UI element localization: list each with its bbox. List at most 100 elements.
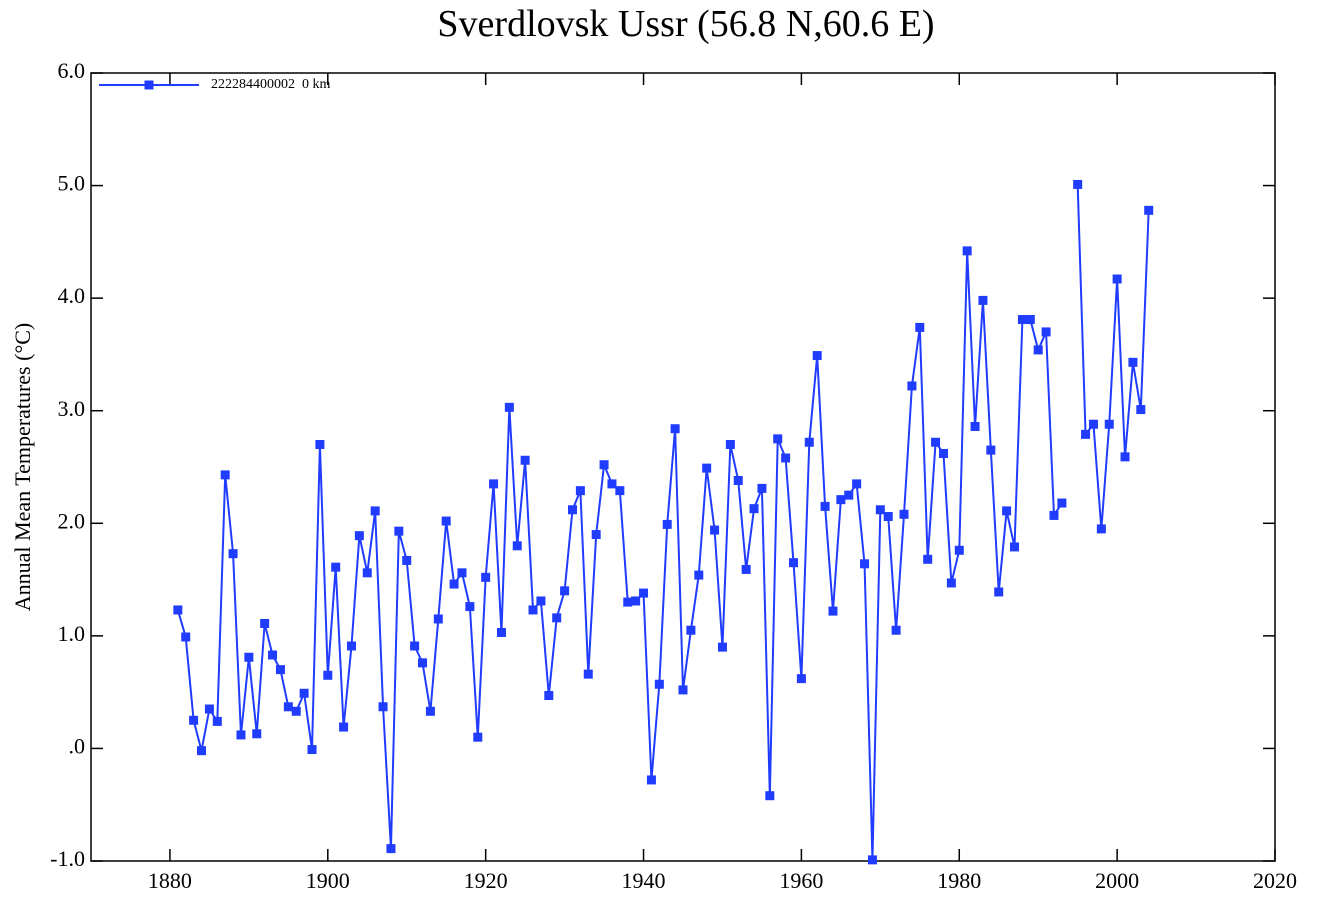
data-point (204, 704, 214, 714)
data-point (670, 424, 680, 434)
data-point (654, 679, 664, 689)
data-point (781, 453, 791, 463)
data-point (710, 525, 720, 535)
data-point (907, 381, 917, 391)
x-tick-label: 1900 (306, 868, 350, 893)
data-point (1041, 327, 1051, 337)
data-point (481, 572, 491, 582)
data-point (457, 568, 467, 578)
data-point (860, 559, 870, 569)
data-point (552, 613, 562, 623)
y-tick-label: .0 (69, 733, 86, 758)
data-point (275, 665, 285, 675)
data-point (583, 669, 593, 679)
data-point (212, 716, 222, 726)
data-point (228, 549, 238, 559)
data-point (1025, 315, 1035, 325)
data-point (741, 564, 751, 574)
legend-marker (144, 80, 154, 90)
data-point (268, 650, 278, 660)
data-point (449, 579, 459, 589)
data-point (702, 463, 712, 473)
y-tick-label: 6.0 (58, 58, 86, 83)
chart-title: Sverdlovsk Ussr (56.8 N,60.6 E) (437, 3, 934, 45)
data-point (899, 509, 909, 519)
data-point (1104, 419, 1114, 429)
data-point (567, 505, 577, 515)
data-point (828, 606, 838, 616)
data-point (362, 568, 372, 578)
data-point (433, 614, 443, 624)
data-point (283, 702, 293, 712)
x-tick-label: 1960 (779, 868, 823, 893)
data-point (820, 501, 830, 511)
data-point (410, 641, 420, 651)
data-point (994, 587, 1004, 597)
data-point (694, 570, 704, 580)
data-point (796, 674, 806, 684)
data-point (733, 476, 743, 486)
data-point (544, 691, 554, 701)
data-point (291, 706, 301, 716)
data-point (386, 844, 396, 854)
data-point (615, 486, 625, 496)
y-tick-label: 3.0 (58, 396, 86, 421)
data-point (1010, 542, 1020, 552)
data-point (528, 605, 538, 615)
data-point (441, 516, 451, 526)
data-point (844, 490, 854, 500)
data-point (836, 495, 846, 505)
x-tick-label: 1940 (622, 868, 666, 893)
y-tick-label: 5.0 (58, 171, 86, 196)
data-point (173, 605, 183, 615)
data-point (370, 506, 380, 516)
data-point (1136, 405, 1146, 415)
data-point (915, 322, 925, 332)
data-point (686, 625, 696, 635)
data-point (339, 722, 349, 732)
data-point (394, 526, 404, 536)
legend-label: 222284400002 0 km (211, 77, 331, 92)
data-point (812, 351, 822, 361)
data-point (512, 541, 522, 551)
data-point (1120, 452, 1130, 462)
data-point (986, 445, 996, 455)
data-point (346, 641, 356, 651)
x-tick-label: 2000 (1095, 868, 1139, 893)
data-point (220, 470, 230, 480)
data-point (757, 483, 767, 493)
data-point (1057, 498, 1067, 508)
data-point (1144, 205, 1154, 215)
data-point (181, 632, 191, 642)
data-point (465, 602, 475, 612)
data-point (299, 688, 309, 698)
x-tick-label: 2020 (1253, 868, 1297, 893)
x-tick-label: 1880 (148, 868, 192, 893)
y-tick-label: -1.0 (50, 846, 85, 871)
data-point (639, 588, 649, 598)
data-point (773, 434, 783, 444)
data-point (599, 460, 609, 470)
data-point (1073, 179, 1083, 189)
data-point (749, 504, 759, 514)
data-point (323, 670, 333, 680)
data-point (875, 505, 885, 515)
data-point (473, 732, 483, 742)
data-point (1096, 524, 1106, 534)
data-point (489, 479, 499, 489)
data-point (631, 596, 641, 606)
data-point (418, 658, 428, 668)
data-point (402, 555, 412, 565)
data-point (970, 421, 980, 431)
data-point (1128, 357, 1138, 367)
data-point (591, 530, 601, 540)
data-point (946, 578, 956, 588)
plot-frame (90, 72, 1276, 862)
data-point (607, 479, 617, 489)
y-axis-label: Annual Mean Temperatures (°C) (10, 323, 35, 611)
data-point (425, 706, 435, 716)
data-point (646, 775, 656, 785)
data-point (260, 618, 270, 628)
